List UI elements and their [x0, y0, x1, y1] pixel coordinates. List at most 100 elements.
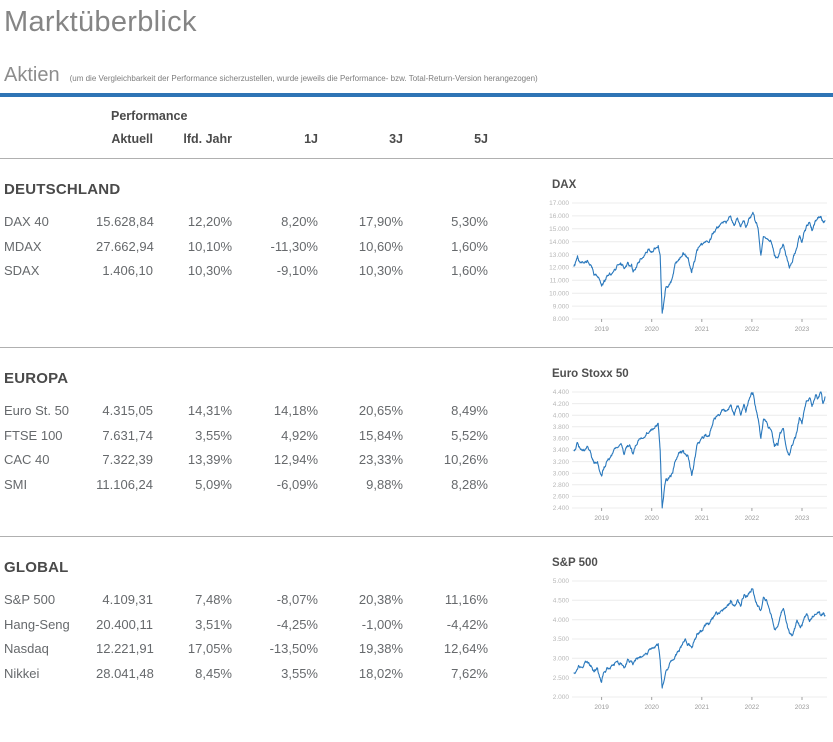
svg-text:16.000: 16.000	[549, 213, 569, 220]
cell-aktuell: 11.106,24	[96, 476, 153, 492]
svg-text:3.000: 3.000	[553, 470, 570, 477]
svg-text:8.000: 8.000	[553, 316, 570, 323]
cell-5j: 11,16%	[444, 592, 488, 607]
svg-text:4.200: 4.200	[553, 401, 570, 408]
table-row: Euro St. 50 4.315,05 14,31% 14,18% 20,65…	[0, 399, 520, 424]
section-table: EUROPA Euro St. 50 4.315,05 14,31% 14,18…	[0, 348, 520, 524]
cell-5j: 5,52%	[451, 427, 488, 443]
column-headers: Aktuell lfd. Jahr 1J 3J 5J	[0, 132, 833, 146]
table-row: Nasdaq 12.221,91 17,05% -13,50% 19,38% 1…	[0, 637, 520, 662]
cell-5j: -4,42%	[446, 616, 488, 632]
divider	[0, 347, 833, 348]
cell-aktuell: 27.662,94	[96, 238, 154, 254]
svg-text:2022: 2022	[745, 704, 760, 711]
cell-aktuell: 7.322,39	[102, 452, 153, 467]
col-header-lfd-jahr: lfd. Jahr	[183, 132, 232, 146]
svg-text:2019: 2019	[594, 515, 609, 522]
svg-text:9.000: 9.000	[553, 303, 570, 310]
cell-3j: 10,30%	[358, 263, 403, 278]
svg-text:4.500: 4.500	[553, 598, 570, 605]
cell-lfd-jahr: 7,48%	[195, 592, 232, 607]
table-row: CAC 40 7.322,39 13,39% 12,94% 23,33% 10,…	[0, 448, 520, 473]
svg-text:10.000: 10.000	[549, 290, 569, 297]
cell-5j: 5,30%	[451, 214, 488, 229]
cell-1j: -9,10%	[276, 263, 318, 278]
svg-text:3.600: 3.600	[553, 436, 570, 443]
cell-aktuell: 4.315,05	[102, 403, 153, 418]
svg-text:17.000: 17.000	[549, 200, 569, 207]
row-label: SDAX	[4, 263, 40, 278]
cell-lfd-jahr: 12,20%	[187, 214, 232, 229]
cell-3j: 18,02%	[358, 665, 403, 681]
table-row: MDAX 27.662,94 10,10% -11,30% 10,60% 1,6…	[0, 235, 520, 260]
performance-group-header: Performance	[111, 109, 188, 123]
svg-text:5.000: 5.000	[553, 578, 570, 585]
cell-1j: 3,55%	[281, 665, 318, 681]
svg-text:2022: 2022	[745, 326, 760, 333]
cell-lfd-jahr: 13,39%	[187, 452, 232, 467]
market-overview-page: Marktüberblick Aktien (um die Vergleichb…	[0, 6, 833, 725]
chart-title: S&P 500	[552, 557, 598, 569]
row-label: Nasdaq	[4, 641, 49, 656]
col-header-1j: 1J	[304, 132, 318, 146]
section-deutschland: DEUTSCHLAND DAX 40 15.628,84 12,20% 8,20…	[0, 159, 833, 347]
cell-5j: 8,49%	[451, 403, 488, 418]
section-table: DEUTSCHLAND DAX 40 15.628,84 12,20% 8,20…	[0, 159, 520, 335]
cell-1j: -13,50%	[269, 641, 318, 656]
svg-text:2021: 2021	[695, 704, 710, 711]
cell-lfd-jahr: 8,45%	[195, 665, 232, 681]
cell-aktuell: 1.406,10	[102, 263, 153, 278]
row-label: MDAX	[4, 238, 42, 254]
svg-text:4.000: 4.000	[553, 617, 570, 624]
svg-text:2020: 2020	[644, 326, 659, 333]
sp500-chart-canvas: 5.000 4.500 4.000 3.500 3.000 2.500 2.000 2019 2…	[553, 578, 827, 711]
cell-aktuell: 7.631,74	[102, 427, 153, 443]
cell-3j: -1,00%	[361, 616, 403, 632]
chart-euro-stoxx-50: Euro Stoxx 50 4.400 4.200 4.000 3.800 3.600 3…	[548, 348, 833, 524]
cell-1j: 12,94%	[273, 452, 318, 467]
divider	[0, 536, 833, 537]
svg-text:3.400: 3.400	[553, 447, 570, 454]
cell-lfd-jahr: 14,31%	[187, 403, 232, 418]
cell-3j: 19,38%	[358, 641, 403, 656]
cell-3j: 20,38%	[358, 592, 403, 607]
svg-text:3.000: 3.000	[553, 656, 570, 663]
svg-text:15.000: 15.000	[549, 226, 569, 233]
divider	[0, 158, 833, 159]
cell-aktuell: 20.400,11	[96, 616, 153, 632]
row-label: SMI	[4, 476, 28, 492]
table-row: SDAX 1.406,10 10,30% -9,10% 10,30% 1,60%	[0, 259, 520, 284]
svg-text:2023: 2023	[795, 515, 810, 522]
page-title: Marktüberblick	[4, 6, 197, 38]
euro-stoxx-chart-canvas: 4.400 4.200 4.000 3.800 3.600 3.400 3.200 3.000…	[553, 389, 827, 522]
svg-text:2021: 2021	[695, 326, 710, 333]
cell-5j: 7,62%	[451, 665, 488, 681]
section-global: GLOBAL S&P 500 4.109,31 7,48% -8,07% 20,…	[0, 537, 833, 725]
cell-lfd-jahr: 10,30%	[187, 263, 232, 278]
section-table: GLOBAL S&P 500 4.109,31 7,48% -8,07% 20,…	[0, 537, 520, 713]
svg-text:2022: 2022	[745, 515, 760, 522]
subsection-note: (um die Vergleichbarkeit der Performance…	[69, 74, 538, 83]
row-label: FTSE 100	[4, 427, 63, 443]
cell-lfd-jahr: 3,51%	[195, 616, 232, 632]
chart-sp500: S&P 500 5.000 4.500 4.000 3.500 3.000 2.500 2.…	[548, 537, 833, 713]
svg-text:2.600: 2.600	[553, 494, 570, 501]
row-label: CAC 40	[4, 452, 50, 467]
cell-1j: -8,07%	[276, 592, 318, 607]
cell-3j: 10,60%	[358, 238, 403, 254]
col-header-3j: 3J	[389, 132, 403, 146]
cell-1j: -4,25%	[276, 616, 318, 632]
cell-aktuell: 28.041,48	[96, 665, 154, 681]
table-row: Hang-Seng 20.400,11 3,51% -4,25% -1,00% …	[0, 613, 520, 638]
subsection-label: Aktien	[4, 64, 60, 86]
cell-lfd-jahr: 10,10%	[187, 238, 232, 254]
table-row: SMI 11.106,24 5,09% -6,09% 9,88% 8,28%	[0, 473, 520, 498]
table-header: Performance Aktuell lfd. Jahr 1J 3J 5J	[0, 109, 833, 146]
cell-aktuell: 4.109,31	[102, 592, 153, 607]
cell-1j: -6,09%	[276, 476, 318, 492]
table-row: S&P 500 4.109,31 7,48% -8,07% 20,38% 11,…	[0, 588, 520, 613]
svg-text:2019: 2019	[594, 704, 609, 711]
cell-aktuell: 15.628,84	[96, 214, 154, 229]
chart-title: Euro Stoxx 50	[552, 368, 629, 380]
svg-text:12.000: 12.000	[549, 265, 569, 272]
